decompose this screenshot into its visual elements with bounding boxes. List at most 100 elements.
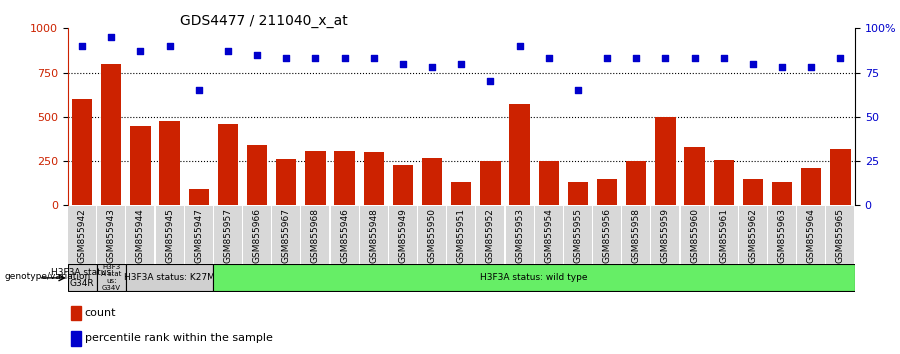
- Bar: [830, 149, 850, 205]
- Point: [512, 43, 526, 49]
- Point: [104, 34, 119, 40]
- Bar: [772, 182, 792, 205]
- Text: GSM855965: GSM855965: [836, 208, 845, 263]
- Bar: [801, 168, 822, 205]
- Point: [220, 48, 235, 54]
- Text: GSM855959: GSM855959: [661, 208, 670, 263]
- Bar: [392, 165, 413, 205]
- FancyBboxPatch shape: [797, 206, 825, 264]
- Bar: [655, 117, 676, 205]
- Text: GSM855944: GSM855944: [136, 208, 145, 263]
- Point: [600, 56, 615, 61]
- Text: GSM855955: GSM855955: [573, 208, 582, 263]
- Bar: [684, 147, 705, 205]
- FancyBboxPatch shape: [272, 206, 301, 264]
- Bar: [568, 182, 588, 205]
- Text: H3F3A status: K27M: H3F3A status: K27M: [124, 273, 215, 282]
- Text: GSM855942: GSM855942: [77, 208, 86, 263]
- Point: [716, 56, 731, 61]
- Bar: [714, 160, 734, 205]
- FancyBboxPatch shape: [156, 206, 184, 264]
- Point: [338, 56, 352, 61]
- FancyBboxPatch shape: [826, 206, 854, 264]
- Point: [366, 56, 381, 61]
- Point: [658, 56, 672, 61]
- Point: [192, 87, 206, 93]
- FancyBboxPatch shape: [710, 206, 738, 264]
- Text: GSM855960: GSM855960: [690, 208, 699, 263]
- FancyBboxPatch shape: [680, 206, 708, 264]
- Bar: [72, 99, 93, 205]
- Point: [688, 56, 702, 61]
- Bar: [364, 152, 384, 205]
- Point: [133, 48, 148, 54]
- Text: count: count: [85, 308, 116, 318]
- FancyBboxPatch shape: [68, 206, 96, 264]
- FancyBboxPatch shape: [126, 264, 213, 291]
- Text: GSM855963: GSM855963: [778, 208, 787, 263]
- FancyBboxPatch shape: [213, 264, 855, 291]
- FancyBboxPatch shape: [126, 206, 155, 264]
- Text: GSM855967: GSM855967: [282, 208, 291, 263]
- Text: GSM855952: GSM855952: [486, 208, 495, 263]
- Bar: [742, 179, 763, 205]
- FancyBboxPatch shape: [652, 206, 680, 264]
- Bar: [538, 161, 559, 205]
- Text: GSM855946: GSM855946: [340, 208, 349, 263]
- Bar: [481, 161, 500, 205]
- FancyBboxPatch shape: [389, 206, 417, 264]
- Text: GSM855953: GSM855953: [515, 208, 524, 263]
- FancyBboxPatch shape: [214, 206, 242, 264]
- FancyBboxPatch shape: [535, 206, 562, 264]
- Bar: [422, 159, 442, 205]
- Text: GSM855945: GSM855945: [165, 208, 174, 263]
- Text: H3F3A status: wild type: H3F3A status: wild type: [481, 273, 588, 282]
- Text: GSM855950: GSM855950: [428, 208, 436, 263]
- Text: GSM855966: GSM855966: [253, 208, 262, 263]
- Text: GSM855961: GSM855961: [719, 208, 728, 263]
- Text: GSM855968: GSM855968: [310, 208, 320, 263]
- Bar: [509, 104, 530, 205]
- Point: [629, 56, 643, 61]
- FancyBboxPatch shape: [68, 264, 96, 291]
- FancyBboxPatch shape: [447, 206, 475, 264]
- Bar: [159, 121, 180, 205]
- Text: percentile rank within the sample: percentile rank within the sample: [85, 333, 273, 343]
- Bar: [101, 64, 122, 205]
- Text: GSM855951: GSM855951: [456, 208, 466, 263]
- Bar: [597, 179, 617, 205]
- Text: H3F3
A stat
us:
G34V: H3F3 A stat us: G34V: [101, 264, 122, 291]
- Text: GSM855947: GSM855947: [194, 208, 203, 263]
- Text: GSM855948: GSM855948: [369, 208, 378, 263]
- FancyBboxPatch shape: [97, 206, 125, 264]
- Text: GSM855958: GSM855958: [632, 208, 641, 263]
- Point: [308, 56, 322, 61]
- Point: [483, 79, 498, 84]
- Text: GSM855962: GSM855962: [749, 208, 758, 263]
- Point: [250, 52, 265, 58]
- Point: [775, 64, 789, 70]
- Bar: [218, 124, 238, 205]
- FancyBboxPatch shape: [506, 206, 534, 264]
- Bar: [247, 145, 267, 205]
- Text: H3F3A status:
G34R: H3F3A status: G34R: [50, 268, 113, 287]
- Point: [279, 56, 293, 61]
- Text: GSM855943: GSM855943: [107, 208, 116, 263]
- Bar: [451, 182, 472, 205]
- Text: GSM855949: GSM855949: [399, 208, 408, 263]
- Point: [162, 43, 176, 49]
- FancyBboxPatch shape: [564, 206, 592, 264]
- Point: [542, 56, 556, 61]
- Text: genotype/variation: genotype/variation: [4, 272, 91, 281]
- Text: GSM855964: GSM855964: [806, 208, 815, 263]
- FancyBboxPatch shape: [622, 206, 650, 264]
- Bar: [188, 189, 209, 205]
- Text: GSM855956: GSM855956: [603, 208, 612, 263]
- Point: [804, 64, 818, 70]
- FancyBboxPatch shape: [184, 206, 212, 264]
- FancyBboxPatch shape: [418, 206, 446, 264]
- Bar: [305, 152, 326, 205]
- Point: [571, 87, 585, 93]
- FancyBboxPatch shape: [243, 206, 271, 264]
- Text: GSM855954: GSM855954: [544, 208, 554, 263]
